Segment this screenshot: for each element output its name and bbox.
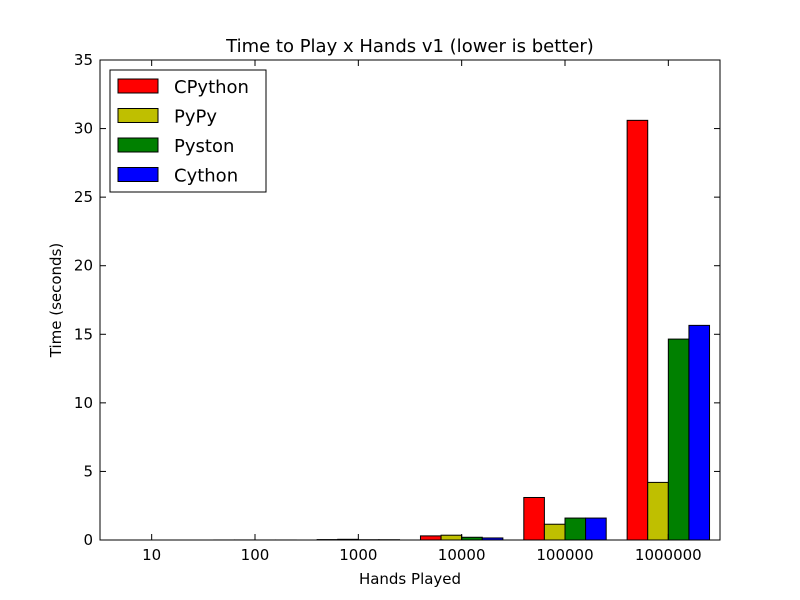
legend: CPython PyPy Pyston Cython xyxy=(109,69,267,193)
bar-cython-1000000 xyxy=(688,324,711,541)
y-axis-label: Time (seconds) xyxy=(47,243,65,359)
legend-swatch-pyston xyxy=(117,137,159,153)
x-axis-label: Hands Played xyxy=(359,570,461,588)
y-tick-label: 0 xyxy=(83,531,93,549)
y-tick-label: 25 xyxy=(74,188,93,206)
y-tick-label: 10 xyxy=(74,394,93,412)
bar-pypy-100000 xyxy=(543,523,566,541)
bar-pyston-1000000 xyxy=(667,338,690,541)
bar-pyston-100000 xyxy=(564,517,587,541)
legend-swatch-pypy xyxy=(117,108,159,123)
y-tick-label: 15 xyxy=(74,325,93,343)
legend-label-pypy: PyPy xyxy=(174,107,217,128)
bar-cpython-1000000 xyxy=(626,119,649,541)
bar-pypy-1000000 xyxy=(647,481,669,541)
x-tick-label: 10000 xyxy=(438,546,486,564)
y-tick-label: 35 xyxy=(74,51,93,69)
legend-label-pyston: Pyston xyxy=(174,136,234,157)
x-tick-label: 1000 xyxy=(339,546,377,564)
x-tick-label: 1000000 xyxy=(635,546,702,564)
plot-frame xyxy=(99,59,721,541)
x-tick-label: 100 xyxy=(241,546,270,564)
legend-swatch-cython xyxy=(117,167,159,182)
chart-title: Time to Play x Hands v1 (lower is better… xyxy=(225,36,594,57)
bar-cython-100000 xyxy=(585,517,607,541)
legend-label-cython: Cython xyxy=(174,166,238,187)
x-tick-label: 10 xyxy=(142,546,161,564)
ticks-group: 0 5 10 15 20 25 30 35 10 100 1000 10000 100000 100000… xyxy=(74,51,720,564)
bar-cpython-10000 xyxy=(419,535,442,541)
bar-cpython-100000 xyxy=(523,496,545,541)
y-tick-label: 30 xyxy=(74,120,93,138)
y-tick-label: 20 xyxy=(74,257,93,275)
legend-swatch-cpython xyxy=(117,78,159,94)
legend-label-cpython: CPython xyxy=(174,77,249,98)
bar-pypy-10000 xyxy=(440,534,463,541)
x-tick-label: 100000 xyxy=(536,546,593,564)
y-tick-label: 5 xyxy=(83,462,93,480)
bars-group xyxy=(213,119,711,541)
